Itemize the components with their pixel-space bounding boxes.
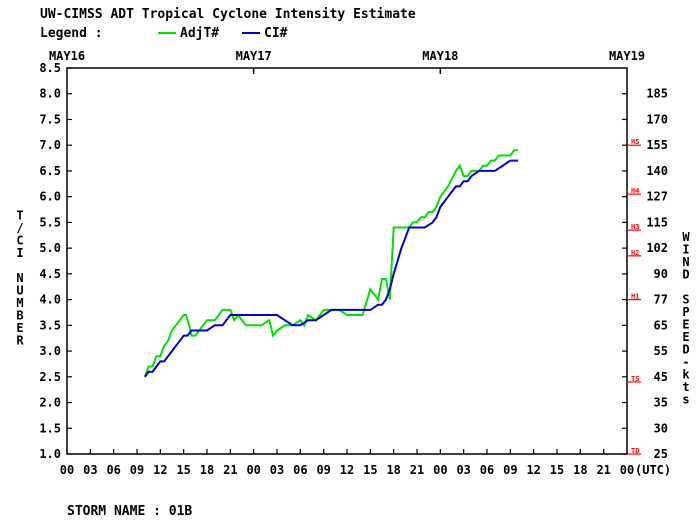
y-left-tick-label: 1.0	[39, 447, 61, 461]
y-left-tick-label: 3.0	[39, 344, 61, 358]
x-tick-label: 06	[293, 463, 307, 477]
x-tick-label: 03	[83, 463, 97, 477]
legend-entry-ci: CI#	[264, 26, 288, 41]
plot-frame	[66, 67, 628, 455]
y-left-tick-label: 7.0	[39, 138, 61, 152]
y-left-tick-label: 3.5	[39, 318, 61, 332]
y-right-tick-label: 115	[646, 215, 668, 229]
y-right-tick-label: 90	[654, 267, 668, 281]
x-axis: 00 03 06 09 12 15 18 21 00 03 06 09 12 15 18 21 00 03 06 09…	[60, 449, 671, 477]
x-tick-label: 09	[316, 463, 330, 477]
y-left-tick-label: 4.0	[39, 293, 61, 307]
y-right-tick-label: 65	[654, 318, 668, 332]
chart-title: UW-CIMSS ADT Tropical Cyclone Intensity …	[40, 7, 416, 22]
y-left-tick-label: 1.5	[39, 421, 61, 435]
y-left-tick-label: 6.5	[39, 164, 61, 178]
y-right-tick-label: 140	[646, 164, 668, 178]
x-tick-label: 00	[60, 463, 74, 477]
y-left-tick-label: 8.5	[39, 61, 61, 75]
x-tick-label: 21	[223, 463, 237, 477]
series-lines	[143, 149, 519, 378]
y-left-tick-label: 4.5	[39, 267, 61, 281]
x-tick-label: 06	[480, 463, 494, 477]
y-right-tick-label: 35	[654, 396, 668, 410]
date-label: MAY19	[609, 49, 645, 63]
category-label-h5: H5	[631, 138, 639, 146]
category-label-h2: H2	[631, 249, 639, 257]
x-tick-label: 12	[153, 463, 167, 477]
y-left-tick-label: 8.0	[39, 87, 61, 101]
x-tick-label: 12	[526, 463, 540, 477]
x-tick-label: 09	[130, 463, 144, 477]
date-label: MAY16	[49, 49, 85, 63]
y-right-tick-label: 127	[646, 190, 668, 204]
y-right-tick-label: 25	[654, 447, 668, 461]
y-left-tick-label: 6.0	[39, 190, 61, 204]
y-left-tick-label: 7.5	[39, 112, 61, 126]
date-label: MAY18	[422, 49, 458, 63]
legend: AdjT# CI#	[158, 26, 288, 41]
x-tick-label: 12	[340, 463, 354, 477]
legend-entry-adjt: AdjT#	[180, 26, 219, 41]
y-left-tick-label: 2.5	[39, 370, 61, 384]
y-right-tick-label: 45	[654, 370, 668, 384]
date-labels: MAY16 MAY17 MAY18 MAY19	[49, 49, 645, 74]
category-label-ts: TS	[631, 375, 639, 383]
y-right-tick-label: 55	[654, 344, 668, 358]
x-tick-label: 03	[270, 463, 284, 477]
y-right-tick-label: 30	[654, 421, 668, 435]
y-right-tick-label: 170	[646, 112, 668, 126]
y-right-tick-label: 185	[646, 87, 668, 101]
x-tick-label: 21	[410, 463, 424, 477]
x-tick-label: 06	[106, 463, 120, 477]
date-label: MAY17	[236, 49, 272, 63]
x-tick-label: 21	[596, 463, 610, 477]
x-tick-label: 00	[433, 463, 447, 477]
x-tick-label: 18	[200, 463, 214, 477]
category-label-h4: H4	[631, 187, 639, 195]
right-axis: 25 30 35 45 55 65 77 90 102 115 127 140 155 170 185	[622, 87, 668, 461]
x-tick-label: 18	[573, 463, 587, 477]
x-tick-label: 15	[363, 463, 377, 477]
x-tick-label: 15	[550, 463, 564, 477]
x-tick-label: 00	[246, 463, 260, 477]
y-right-tick-label: 155	[646, 138, 668, 152]
storm-name: STORM NAME : 01B	[67, 504, 192, 519]
y-left-tick-label: 5.5	[39, 215, 61, 229]
x-tick-label: 09	[503, 463, 517, 477]
category-label-h1: H1	[631, 293, 639, 301]
series-line-ci	[144, 159, 519, 378]
y-left-tick-label: 2.0	[39, 396, 61, 410]
y-right-tick-label: 102	[646, 241, 668, 255]
category-label-h3: H3	[631, 223, 639, 231]
intensity-category-markers: TD TS H1 H2 H3 H4 H5	[627, 138, 641, 455]
x-tick-label: 15	[176, 463, 190, 477]
y-left-tick-label: 5.0	[39, 241, 61, 255]
x-tick-label: 00	[620, 463, 634, 477]
x-tick-label: 03	[456, 463, 470, 477]
x-tick-label: 18	[386, 463, 400, 477]
legend-label: Legend :	[40, 26, 103, 41]
x-axis-label: (UTC)	[635, 463, 671, 477]
category-label-td: TD	[631, 447, 639, 455]
y-right-tick-label: 77	[654, 293, 668, 307]
left-axis: 1.0 1.5 2.0 2.5 3.0 3.5 4.0 4.5 5.0 5.5 6.0 6.5 7.0 7…	[39, 61, 72, 461]
